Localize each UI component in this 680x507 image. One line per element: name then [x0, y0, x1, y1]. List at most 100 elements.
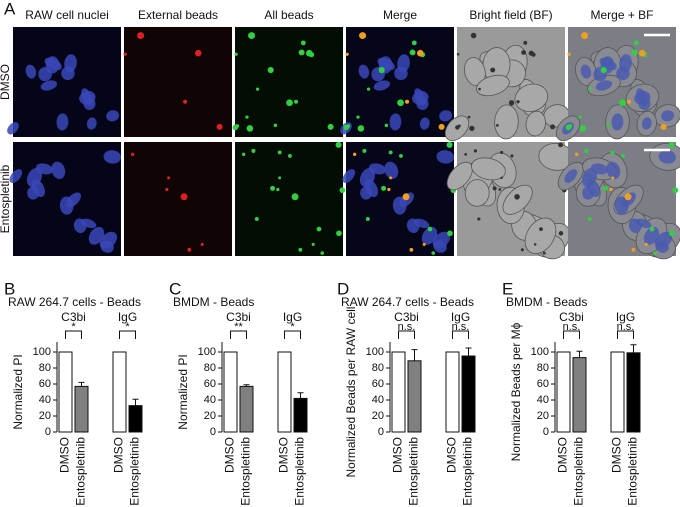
y-axis-label: Normalized Beads per RAW cell [344, 307, 358, 478]
micrograph [342, 141, 457, 256]
bead [187, 247, 192, 252]
bead [492, 186, 497, 191]
cell-outline [446, 161, 473, 191]
error-bar [243, 384, 250, 387]
bead [288, 154, 292, 158]
bead [346, 124, 351, 128]
bead [477, 217, 481, 221]
bar [239, 385, 254, 433]
nucleus [433, 240, 447, 253]
x-tick-label: DMSO [112, 437, 126, 473]
bead [167, 176, 171, 180]
group-label: C3bi [226, 310, 251, 324]
nucleus [590, 163, 608, 175]
bead [422, 242, 426, 246]
x-tick-label: DMSO [556, 437, 570, 473]
bead [568, 124, 573, 128]
bead [606, 123, 611, 128]
chart-title: BMDM - Beads [506, 295, 587, 309]
panel-label: C [169, 279, 181, 298]
x-tick-label: DMSO [58, 437, 72, 473]
cell-outline [514, 83, 549, 112]
nucleus [7, 122, 19, 135]
bead [539, 227, 543, 231]
nucleus [564, 169, 578, 183]
significance-bracket [65, 330, 82, 339]
row-label: DMSO [0, 64, 12, 100]
bead [246, 125, 254, 132]
bead [660, 123, 667, 130]
image-bg [235, 27, 343, 137]
y-tick-label: 100 [531, 346, 549, 358]
significance: n.s. [563, 321, 581, 333]
micrograph [123, 27, 232, 137]
nucleus [360, 186, 373, 200]
significance: * [290, 321, 295, 333]
bead [200, 242, 204, 246]
image-bg [124, 142, 232, 256]
bead [359, 32, 367, 40]
bead [490, 67, 496, 73]
bar [391, 351, 406, 433]
bead [180, 193, 188, 201]
bead [378, 66, 385, 74]
bead [500, 150, 504, 154]
error-bar [465, 347, 472, 356]
bead [291, 193, 299, 201]
chart-title: BMDM - Beads [173, 295, 254, 309]
nucleus [358, 64, 370, 79]
bead [588, 87, 593, 91]
bar [556, 351, 571, 433]
bead [273, 123, 278, 128]
bead [248, 32, 256, 40]
bead [584, 148, 589, 153]
nucleus [342, 169, 356, 183]
bar [112, 351, 127, 433]
nucleus [436, 150, 454, 164]
y-tick-label: 60 [39, 378, 51, 390]
bead [294, 99, 299, 104]
x-tick-label: Entospletinib [128, 437, 142, 506]
bar [445, 351, 460, 433]
nucleus [368, 163, 386, 175]
bead [447, 230, 453, 237]
bead [305, 49, 313, 57]
bead [336, 230, 342, 237]
bead [579, 125, 587, 132]
significance-bracket [452, 330, 469, 339]
nucleus [582, 186, 595, 200]
cell-outline [471, 157, 506, 181]
nucleus [106, 110, 120, 122]
bead [578, 115, 582, 119]
nucleus [40, 80, 58, 91]
y-tick-label: 0 [378, 426, 384, 438]
y-axis-label: Normalized Beads per Mϕ [509, 322, 523, 461]
nucleus [628, 218, 642, 234]
cell-outline [494, 104, 519, 140]
bead [270, 185, 276, 191]
bead [672, 187, 679, 194]
nucleus [658, 150, 676, 164]
bar [74, 385, 89, 433]
bead [416, 49, 424, 57]
bead [216, 123, 223, 130]
y-axis-label: Normalized PI [11, 354, 25, 429]
y-tick-label: 40 [39, 394, 51, 406]
y-tick-label: 80 [537, 362, 549, 374]
nucleus [88, 226, 105, 245]
bead [254, 216, 259, 221]
bead [183, 99, 188, 104]
y-tick-label: 20 [39, 410, 51, 422]
nucleus [384, 161, 399, 180]
bead [438, 123, 445, 130]
bead [399, 154, 403, 158]
nucleus [56, 113, 69, 131]
nucleus [643, 226, 660, 245]
nucleus [100, 240, 114, 253]
bead [339, 187, 346, 194]
column-header: All beads [264, 8, 313, 22]
x-tick-label: DMSO [391, 437, 405, 473]
bead [431, 251, 436, 255]
significance: n.s. [617, 321, 635, 333]
column-header: RAW cell nuclei [25, 8, 109, 22]
